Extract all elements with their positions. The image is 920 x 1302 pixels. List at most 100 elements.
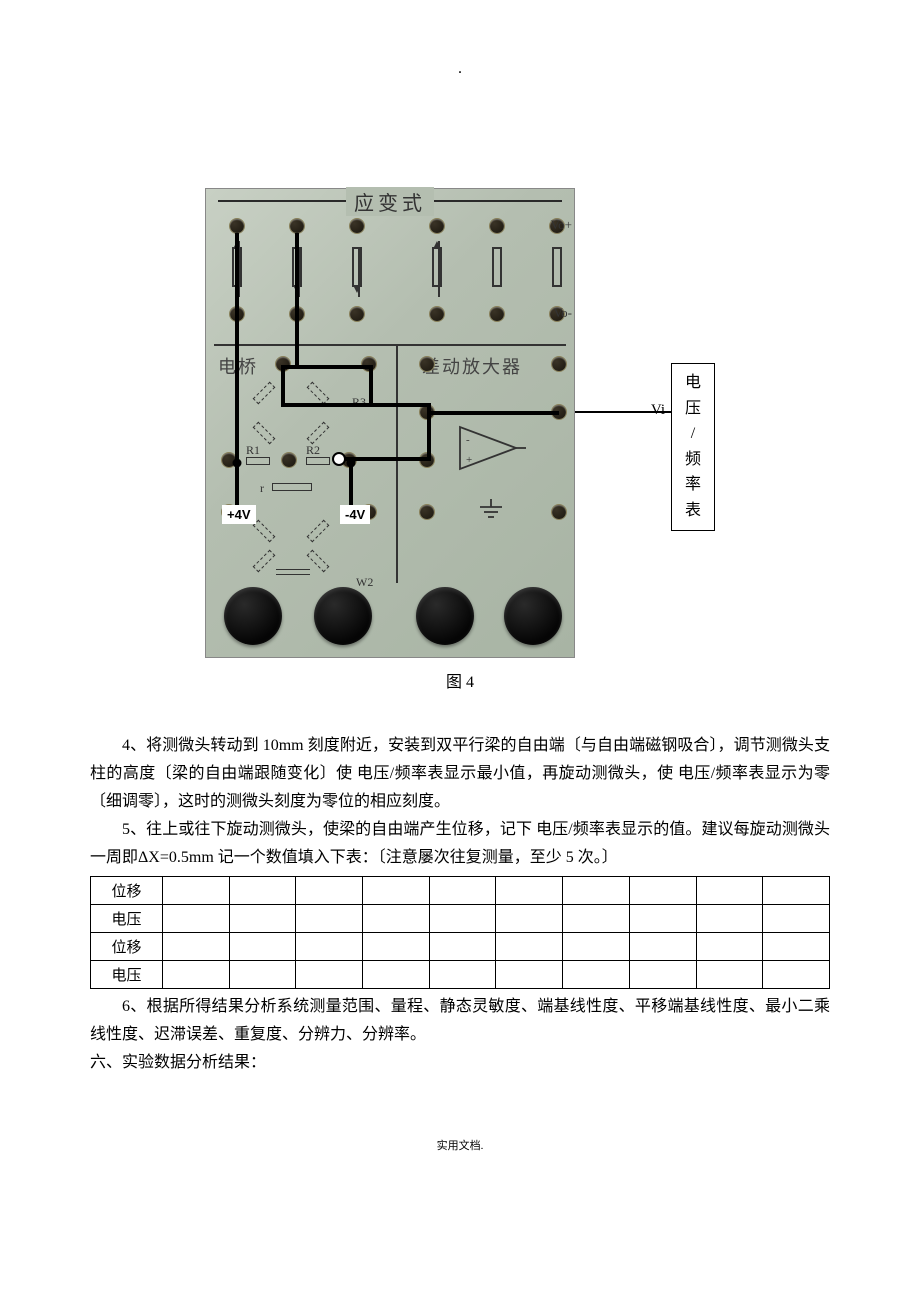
bridge-arm (307, 520, 330, 543)
figure-caption: 图 4 (0, 668, 920, 692)
svg-text:-: - (466, 434, 470, 446)
data-cell (296, 933, 363, 961)
r1-label: R1 (246, 443, 260, 458)
data-cell (363, 961, 430, 989)
data-cell (763, 961, 830, 989)
bridge-arm (253, 550, 276, 573)
connector[interactable] (552, 505, 566, 519)
connector[interactable] (490, 307, 504, 321)
wire-node-open (332, 452, 346, 466)
side-box-char: 电 (672, 370, 714, 396)
connector[interactable] (290, 219, 304, 233)
data-cell (229, 877, 296, 905)
data-cell (563, 905, 630, 933)
row-label: 电压 (91, 905, 163, 933)
data-cell (429, 961, 496, 989)
knob[interactable] (504, 587, 562, 645)
wire (281, 365, 371, 369)
potentiometer (272, 483, 312, 491)
connector[interactable] (282, 453, 296, 467)
wire (235, 233, 239, 465)
data-cell (496, 933, 563, 961)
wire (295, 233, 299, 367)
data-cell (629, 961, 696, 989)
bridge-arm (253, 422, 276, 445)
side-box-char: 频 (672, 447, 714, 473)
connector[interactable] (490, 219, 504, 233)
footer: 实用文档. (0, 1137, 920, 1153)
data-cell (429, 933, 496, 961)
row-label: 位移 (91, 933, 163, 961)
strain-title: 应变式 (346, 187, 434, 216)
connector[interactable] (430, 219, 444, 233)
data-cell (163, 933, 230, 961)
side-box-char: 压 (672, 396, 714, 422)
body-text-2: 6、根据所得结果分析系统测量范围、量程、静态灵敏度、端基线性度、平移端基线性度、… (90, 993, 830, 1077)
data-cell (496, 905, 563, 933)
table-row: 位移 (91, 877, 830, 905)
body-text: 4、将测微头转动到 10mm 刻度附近，安装到双平行梁的自由端〔与自由端磁钢吸合… (90, 732, 830, 872)
data-cell (363, 905, 430, 933)
connector[interactable] (230, 219, 244, 233)
connector[interactable] (350, 307, 364, 321)
data-cell (296, 961, 363, 989)
wire (369, 365, 373, 407)
bridge-arm (307, 422, 330, 445)
knob[interactable] (416, 587, 474, 645)
connector[interactable] (420, 505, 434, 519)
knob[interactable] (224, 587, 282, 645)
r2-label: R2 (306, 443, 320, 458)
wire (281, 365, 285, 405)
row-label: 位移 (91, 877, 163, 905)
r-label: r (260, 481, 264, 496)
photo-header: 应变式 (206, 189, 574, 215)
gauge-symbol (552, 247, 562, 287)
opamp-symbol: - + (456, 423, 526, 473)
data-cell (496, 877, 563, 905)
gauge-symbol (432, 247, 442, 287)
resistor (306, 457, 330, 465)
paragraph-4: 4、将测微头转动到 10mm 刻度附近，安装到双平行梁的自由端〔与自由端磁钢吸合… (90, 732, 830, 816)
gauge-symbol (352, 247, 362, 287)
data-cell (163, 905, 230, 933)
data-cell (763, 877, 830, 905)
data-cell (429, 877, 496, 905)
wire (427, 411, 559, 415)
data-cell (629, 905, 696, 933)
connector[interactable] (430, 307, 444, 321)
bridge-arm (307, 550, 330, 573)
data-cell (163, 961, 230, 989)
data-cell (429, 905, 496, 933)
table-row: 电压 (91, 905, 830, 933)
connector[interactable] (350, 219, 364, 233)
connector[interactable] (552, 357, 566, 371)
data-cell (763, 933, 830, 961)
section-6-heading: 六、实验数据分析结果： (90, 1049, 830, 1077)
plus4v-label: +4V (222, 505, 256, 524)
connector[interactable] (420, 357, 434, 371)
vo-minus-label: Vo- (553, 305, 572, 321)
side-box-char: / (672, 421, 714, 447)
data-cell (629, 877, 696, 905)
table-row: 电压 (91, 961, 830, 989)
minus4v-label: -4V (340, 505, 370, 524)
paragraph-5: 5、往上或往下旋动测微头，使梁的自由端产生位移，记下 电压/频率表显示的值。建议… (90, 816, 830, 872)
data-cell (229, 933, 296, 961)
data-table: 位移电压位移电压 (90, 876, 830, 989)
data-cell (229, 905, 296, 933)
row-label: 电压 (91, 961, 163, 989)
table-row: 位移 (91, 933, 830, 961)
data-cell (563, 933, 630, 961)
data-cell (696, 905, 763, 933)
knob[interactable] (314, 587, 372, 645)
resistor (246, 457, 270, 465)
side-box-char: 率 (672, 472, 714, 498)
voltmeter-box: 电 压 / 频 率 表 (671, 363, 715, 531)
capacitor-symbol (276, 569, 310, 575)
data-cell (363, 877, 430, 905)
wire-node (347, 459, 356, 468)
page-dot: . (0, 60, 920, 78)
data-cell (296, 877, 363, 905)
data-cell (563, 877, 630, 905)
data-cell (163, 877, 230, 905)
